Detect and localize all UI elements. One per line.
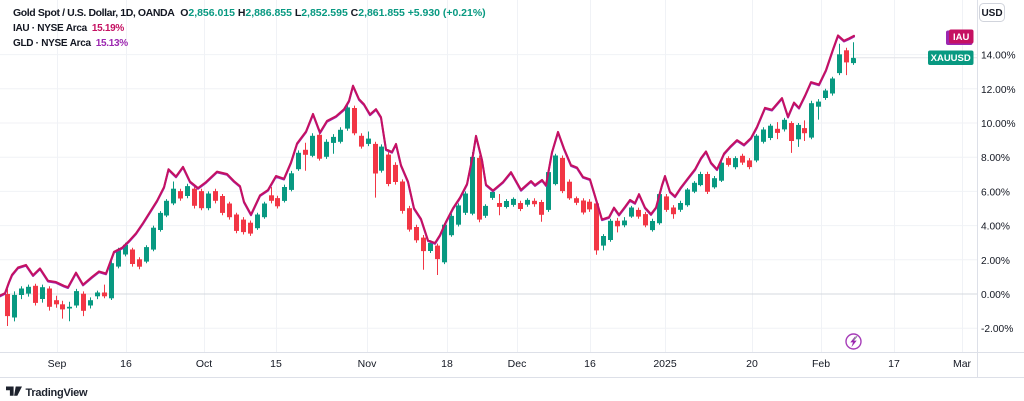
svg-text:-2.00%: -2.00% [981, 324, 1013, 335]
svg-text:Oct: Oct [196, 358, 212, 370]
svg-text:USD: USD [981, 8, 1002, 19]
svg-text:6.00%: 6.00% [981, 187, 1010, 198]
svg-text:16: 16 [120, 358, 132, 370]
svg-text:17: 17 [888, 358, 900, 370]
svg-text:18: 18 [441, 358, 453, 370]
svg-text:Mar: Mar [953, 358, 972, 370]
svg-text:8.00%: 8.00% [981, 153, 1010, 164]
svg-text:Feb: Feb [812, 358, 830, 370]
svg-text:16: 16 [584, 358, 596, 370]
svg-text:2025: 2025 [653, 358, 677, 370]
svg-text:2.00%: 2.00% [981, 256, 1010, 267]
svg-text:TradingView: TradingView [26, 387, 89, 399]
svg-text:14.00%: 14.00% [981, 51, 1016, 62]
svg-text:20: 20 [746, 358, 758, 370]
svg-text:IAU: IAU [953, 32, 970, 43]
svg-text:Dec: Dec [508, 358, 527, 370]
svg-text:15: 15 [270, 358, 282, 370]
svg-text:Nov: Nov [358, 358, 377, 370]
svg-text:12.00%: 12.00% [981, 85, 1016, 96]
svg-text:Sep: Sep [48, 358, 67, 370]
svg-text:4.00%: 4.00% [981, 222, 1010, 233]
svg-text:XAUUSD: XAUUSD [931, 53, 971, 64]
svg-text:10.00%: 10.00% [981, 119, 1016, 130]
svg-text:0.00%: 0.00% [981, 290, 1010, 301]
